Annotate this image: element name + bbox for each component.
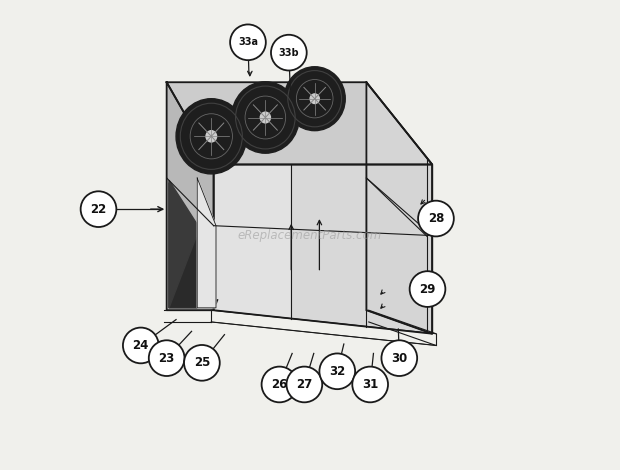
Circle shape [271, 35, 307, 70]
Circle shape [381, 340, 417, 376]
Text: 22: 22 [91, 203, 107, 216]
Circle shape [319, 353, 355, 389]
Ellipse shape [206, 131, 216, 142]
Text: 23: 23 [159, 352, 175, 365]
Text: 31: 31 [362, 378, 378, 391]
Circle shape [286, 367, 322, 402]
Text: 29: 29 [419, 282, 436, 296]
Text: 32: 32 [329, 365, 345, 378]
Circle shape [352, 367, 388, 402]
Polygon shape [197, 178, 216, 308]
Circle shape [123, 328, 159, 363]
Ellipse shape [176, 99, 247, 174]
Polygon shape [169, 183, 197, 308]
Polygon shape [167, 82, 214, 310]
Ellipse shape [310, 94, 319, 103]
Polygon shape [214, 164, 291, 319]
Circle shape [418, 201, 454, 236]
Ellipse shape [284, 67, 345, 131]
Circle shape [230, 24, 266, 60]
Text: 30: 30 [391, 352, 407, 365]
Ellipse shape [231, 82, 299, 153]
Text: 24: 24 [133, 339, 149, 352]
Text: 28: 28 [428, 212, 444, 225]
Text: 26: 26 [272, 378, 288, 391]
Circle shape [149, 340, 185, 376]
Ellipse shape [260, 112, 270, 123]
Polygon shape [169, 180, 200, 308]
Polygon shape [291, 164, 432, 334]
Text: 33b: 33b [278, 47, 299, 58]
Text: eReplacementParts.com: eReplacementParts.com [238, 228, 382, 242]
Polygon shape [167, 82, 432, 164]
Text: 33a: 33a [238, 37, 258, 47]
Circle shape [81, 191, 117, 227]
Polygon shape [366, 82, 432, 334]
Text: 25: 25 [193, 356, 210, 369]
Circle shape [410, 271, 445, 307]
Circle shape [184, 345, 219, 381]
Text: 27: 27 [296, 378, 312, 391]
Circle shape [262, 367, 298, 402]
